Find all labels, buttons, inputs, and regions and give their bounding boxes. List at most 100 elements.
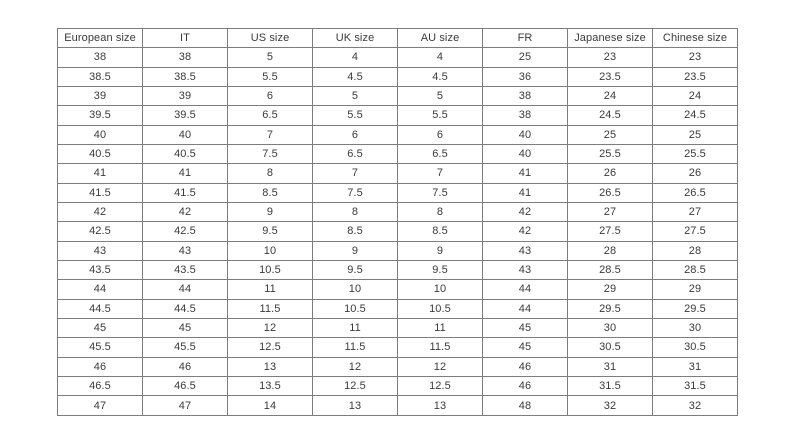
table-cell: 8.5: [312, 221, 398, 242]
table-cell: 13.5: [227, 376, 313, 397]
table-cell: 29.5: [567, 298, 653, 320]
table-cell: 23: [652, 47, 738, 68]
table-cell: 13: [312, 395, 398, 416]
table-row: 44 44 11 10 10 44 29 29: [57, 279, 738, 300]
table-cell: 46: [57, 356, 143, 378]
table-cell: 4.5: [312, 66, 398, 87]
table-cell: 41: [142, 163, 228, 184]
table-cell: 30.5: [652, 337, 738, 358]
table-cell: 38.5: [142, 66, 228, 87]
table-cell: 26.5: [567, 182, 653, 204]
table-cell: 6.5: [312, 144, 398, 165]
size-conversion-table: European size IT US size UK size AU size FR Ja…: [57, 27, 738, 416]
table-cell: 14: [227, 395, 313, 416]
table-cell: 31.5: [567, 376, 653, 397]
table-row: 47 47 14 13 13 48 32 32: [57, 395, 738, 416]
table-cell: 5: [312, 85, 398, 107]
table-cell: 9: [397, 240, 483, 262]
table-row: 39 39 6 5 5 38 24 24: [57, 85, 738, 107]
table-cell: 41: [482, 163, 568, 184]
table-row: 40.5 40.5 7.5 6.5 6.5 40 25.5 25.5: [57, 144, 738, 165]
column-header: Japanese size: [567, 27, 653, 49]
table-cell: 24: [567, 85, 653, 107]
table-cell: 41.5: [142, 182, 228, 204]
table-cell: 7: [312, 163, 398, 184]
table-cell: 11.5: [227, 298, 313, 320]
table-cell: 43: [57, 240, 143, 262]
table-row: 39.5 39.5 6.5 5.5 5.5 38 24.5 24.5: [57, 105, 738, 126]
table-cell: 38: [482, 105, 568, 126]
table-cell: 25: [652, 124, 738, 146]
table-cell: 31: [567, 356, 653, 378]
table-cell: 44: [482, 279, 568, 300]
table-cell: 27: [652, 202, 738, 223]
table-cell: 44: [57, 279, 143, 300]
column-header: AU size: [397, 27, 483, 49]
table-cell: 25: [567, 124, 653, 146]
table-cell: 45.5: [142, 337, 228, 358]
table-cell: 45: [482, 337, 568, 358]
table-cell: 41: [57, 163, 143, 184]
table-cell: 46.5: [57, 376, 143, 397]
table-cell: 40: [482, 124, 568, 146]
table-cell: 4: [397, 47, 483, 68]
table-cell: 30: [567, 318, 653, 339]
table-cell: 46: [482, 376, 568, 397]
table-cell: 12.5: [227, 337, 313, 358]
column-header: IT: [142, 27, 228, 49]
table-cell: 8: [312, 202, 398, 223]
table-cell: 43.5: [57, 260, 143, 281]
table-cell: 43.5: [142, 260, 228, 281]
table-cell: 43: [142, 240, 228, 262]
table-cell: 26.5: [652, 182, 738, 204]
table-cell: 30.5: [567, 337, 653, 358]
table-cell: 28.5: [652, 260, 738, 281]
column-header: FR: [482, 27, 568, 49]
table-cell: 39.5: [57, 105, 143, 126]
table-cell: 9.5: [397, 260, 483, 281]
table-cell: 13: [397, 395, 483, 416]
table-cell: 42: [142, 202, 228, 223]
table-cell: 4.5: [397, 66, 483, 87]
table-cell: 28.5: [567, 260, 653, 281]
table-cell: 5.5: [312, 105, 398, 126]
table-cell: 28: [567, 240, 653, 262]
table-row: 46.5 46.5 13.5 12.5 12.5 46 31.5 31.5: [57, 376, 738, 397]
table-cell: 42.5: [57, 221, 143, 242]
table-cell: 5.5: [397, 105, 483, 126]
table-cell: 45: [482, 318, 568, 339]
table-row: 38.5 38.5 5.5 4.5 4.5 36 23.5 23.5: [57, 66, 738, 87]
size-table-head: European size IT US size UK size AU size FR Ja…: [57, 27, 738, 49]
table-cell: 8.5: [397, 221, 483, 242]
table-cell: 9: [227, 202, 313, 223]
table-row: 46 46 13 12 12 46 31 31: [57, 356, 738, 378]
table-cell: 4: [312, 47, 398, 68]
table-cell: 7: [227, 124, 313, 146]
table-cell: 24: [652, 85, 738, 107]
table-cell: 27.5: [567, 221, 653, 242]
table-cell: 9: [312, 240, 398, 262]
table-cell: 6: [227, 85, 313, 107]
table-cell: 24.5: [652, 105, 738, 126]
column-header: UK size: [312, 27, 398, 49]
table-cell: 45.5: [57, 337, 143, 358]
table-cell: 25.5: [567, 144, 653, 165]
table-cell: 10.5: [227, 260, 313, 281]
table-cell: 47: [57, 395, 143, 416]
table-cell: 31: [652, 356, 738, 378]
table-cell: 46: [142, 356, 228, 378]
table-cell: 30: [652, 318, 738, 339]
table-cell: 45: [57, 318, 143, 339]
table-row: 44.5 44.5 11.5 10.5 10.5 44 29.5 29.5: [57, 298, 738, 320]
table-cell: 11: [397, 318, 483, 339]
table-cell: 8.5: [227, 182, 313, 204]
table-cell: 5.5: [227, 66, 313, 87]
table-row: 41.5 41.5 8.5 7.5 7.5 41 26.5 26.5: [57, 182, 738, 204]
table-cell: 32: [567, 395, 653, 416]
table-cell: 7: [397, 163, 483, 184]
table-row: 42 42 9 8 8 42 27 27: [57, 202, 738, 223]
table-cell: 23.5: [652, 66, 738, 87]
table-cell: 42.5: [142, 221, 228, 242]
table-cell: 8: [227, 163, 313, 184]
table-cell: 46: [482, 356, 568, 378]
